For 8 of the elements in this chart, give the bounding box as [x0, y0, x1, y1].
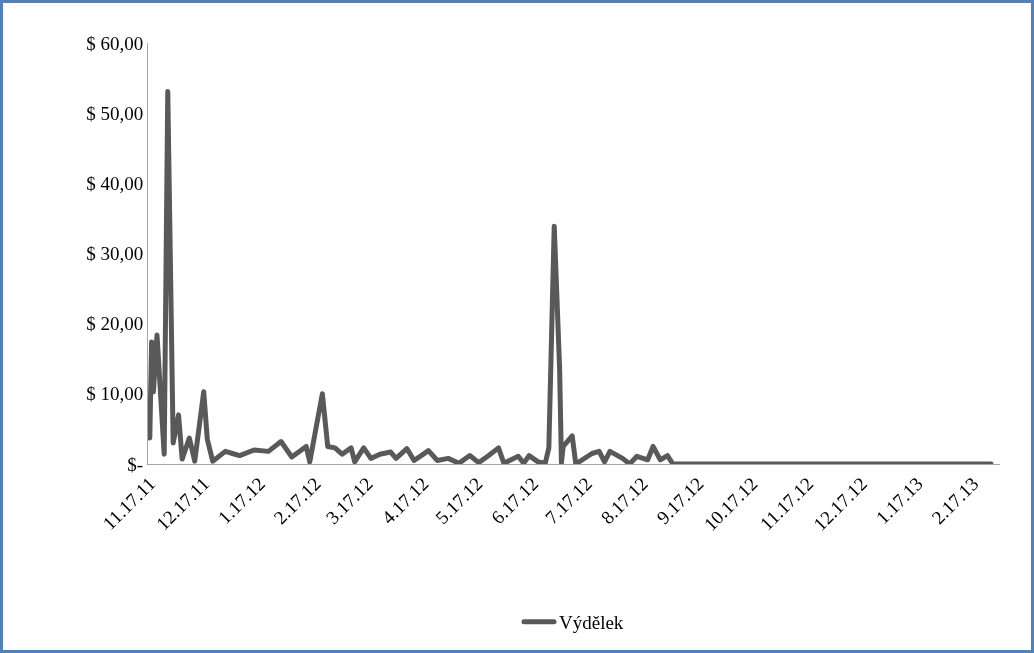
y-tick-label: $ 60,00 [86, 32, 144, 54]
y-tick-label: $- [127, 453, 144, 475]
y-tick-label: $ 40,00 [86, 172, 144, 194]
y-tick-label: $ 20,00 [86, 313, 144, 335]
y-tick-label: $ 30,00 [86, 243, 144, 265]
legend-label: Výdělek [559, 612, 624, 634]
y-tick-label: $ 10,00 [86, 383, 144, 405]
y-tick-label: $ 50,00 [86, 102, 144, 124]
